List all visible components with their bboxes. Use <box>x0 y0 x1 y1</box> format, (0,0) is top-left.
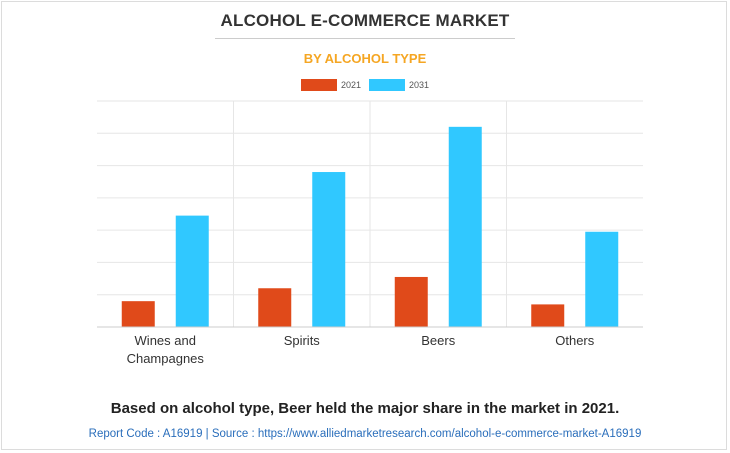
bar-2031 <box>585 231 619 327</box>
legend-label-2031: 2031 <box>409 80 430 90</box>
bar-2021 <box>531 304 565 327</box>
chart-subtitle: BY ALCOHOL TYPE <box>303 51 427 66</box>
title-divider <box>215 38 515 39</box>
chart-caption: Based on alcohol type, Beer held the maj… <box>110 400 620 417</box>
x-tick-label: Spirits <box>284 333 321 348</box>
legend: 2021 2031 <box>0 79 730 91</box>
x-tick-label: Beers <box>421 333 455 348</box>
legend-item-2021: 2021 <box>300 79 361 91</box>
legend-label-2021: 2021 <box>340 80 361 90</box>
legend-item-2031: 2031 <box>369 79 429 91</box>
x-tick-label: Champagnes <box>127 351 205 366</box>
source-footer[interactable]: Report Code : A16919 | Source : https://… <box>88 428 642 440</box>
chart-title: ALCOHOL E-COMMERCE MARKET <box>220 11 510 30</box>
bar-2021 <box>258 288 292 327</box>
bar-2031 <box>448 126 482 327</box>
bar-2021 <box>394 276 428 327</box>
bar-2031 <box>175 215 209 327</box>
bar-2021 <box>121 301 155 327</box>
legend-swatch-2031 <box>369 79 405 91</box>
legend-swatch-2021 <box>300 79 337 91</box>
x-tick-label: Others <box>555 333 595 348</box>
x-tick-label: Wines and <box>135 333 196 348</box>
bar-2031 <box>312 172 346 327</box>
